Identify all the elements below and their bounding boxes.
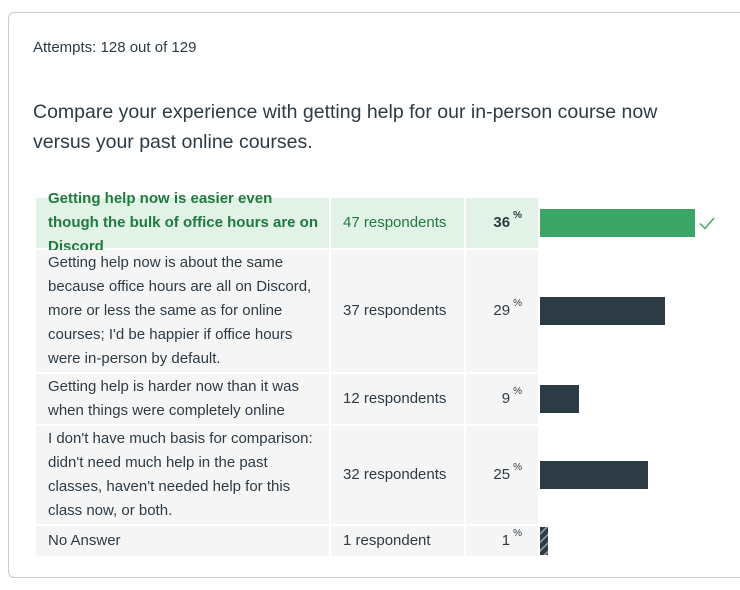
answer-row: No Answer 1 respondent 1% (36, 526, 740, 556)
answer-percentage: 1% (466, 526, 538, 556)
answer-row: Getting help now is easier even though t… (36, 190, 740, 255)
respondent-count: 1 respondent (331, 526, 464, 556)
answer-text: Getting help now is about the same becau… (36, 250, 329, 372)
percentage-bar (540, 385, 579, 413)
answer-row: Getting help now is about the same becau… (36, 250, 740, 372)
bar-track (540, 526, 740, 556)
percent-sign: % (513, 528, 522, 539)
percent-value: 36 (493, 214, 511, 231)
percent-sign: % (513, 210, 522, 221)
answer-percentage: 36% (466, 198, 538, 248)
answer-text: Getting help now is easier even though t… (36, 190, 329, 255)
percentage-bar (540, 527, 548, 555)
question-text: Compare your experience with getting hel… (33, 101, 658, 153)
respondent-count: 47 respondents (331, 198, 464, 248)
bar-track (540, 250, 740, 372)
answer-row: Getting help is harder now than it was w… (36, 374, 740, 424)
percent-value: 29 (493, 302, 511, 319)
answer-row: I don't have much basis for comparison: … (36, 426, 740, 524)
checkmark-icon (699, 217, 715, 230)
attempts-count: Attempts: 128 out of 129 (33, 39, 197, 56)
answer-list: Getting help now is easier even though t… (36, 190, 740, 558)
quiz-question-card: Attempts: 128 out of 129 Compare your ex… (8, 12, 740, 578)
answer-text: No Answer (36, 526, 329, 556)
percent-sign: % (513, 298, 522, 309)
bar-track (540, 198, 740, 248)
percent-sign: % (513, 462, 522, 473)
respondent-count: 32 respondents (331, 426, 464, 524)
bar-track (540, 426, 740, 524)
percent-value: 1 (501, 532, 511, 549)
answer-percentage: 9% (466, 374, 538, 424)
answer-percentage: 25% (466, 426, 538, 524)
respondent-count: 12 respondents (331, 374, 464, 424)
percentage-bar (540, 297, 665, 325)
bar-track (540, 374, 740, 424)
answer-text: Getting help is harder now than it was w… (36, 374, 329, 424)
percent-value: 25 (493, 466, 511, 483)
percent-value: 9 (501, 390, 511, 407)
answer-percentage: 29% (466, 250, 538, 372)
percentage-bar (540, 461, 648, 489)
answer-text: I don't have much basis for comparison: … (36, 426, 329, 524)
percentage-bar (540, 209, 695, 237)
percent-sign: % (513, 386, 522, 397)
respondent-count: 37 respondents (331, 250, 464, 372)
